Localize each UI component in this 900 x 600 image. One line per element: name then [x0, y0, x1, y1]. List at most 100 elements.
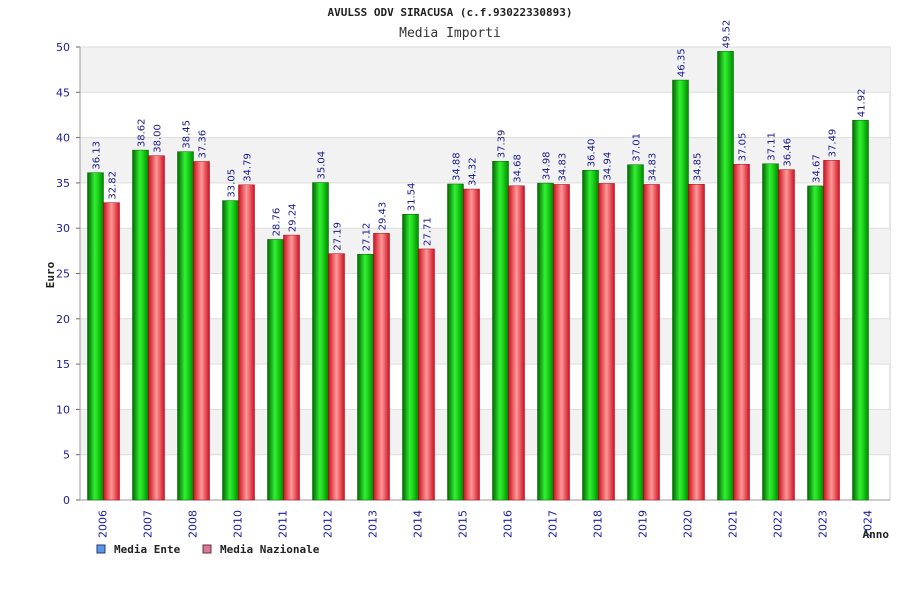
data-label: 34.67 — [812, 154, 823, 183]
bar-ente-2018 — [582, 169, 599, 501]
bar-nazionale-2008 — [193, 161, 210, 501]
bar-ente-2021 — [717, 51, 734, 501]
bar-nazionale-2023 — [823, 160, 840, 501]
bar-nazionale-2006 — [103, 202, 120, 501]
bars — [87, 51, 869, 501]
data-label: 34.83 — [558, 153, 569, 182]
bar-nazionale-2022 — [778, 169, 795, 501]
bar-nazionale-2016 — [508, 185, 525, 501]
grid-band — [80, 409, 890, 455]
x-tick-label: 2008 — [187, 510, 200, 538]
data-label: 33.05 — [227, 169, 238, 198]
data-label: 28.76 — [272, 208, 283, 237]
x-tick-label: 2007 — [142, 510, 155, 538]
data-label: 36.13 — [92, 141, 103, 170]
y-tick-label: 35 — [56, 177, 70, 190]
x-tick-label: 2014 — [412, 510, 425, 538]
grid-band — [80, 137, 890, 183]
y-tick-label: 45 — [56, 86, 70, 99]
grid-lines — [76, 46, 890, 501]
data-label: 35.04 — [317, 151, 328, 180]
x-tick-label: 2017 — [547, 510, 560, 538]
data-label: 34.94 — [603, 152, 614, 181]
bar-ente-2007 — [132, 149, 149, 501]
legend-label-media-ente: Media Ente — [114, 543, 181, 556]
bar-ente-2024 — [852, 119, 869, 501]
bar-ente-2008 — [177, 151, 194, 501]
y-tick-label: 50 — [56, 41, 70, 54]
y-tick-label: 40 — [56, 132, 70, 145]
data-label: 41.92 — [857, 89, 868, 118]
legend: Media Ente Media Nazionale — [96, 543, 320, 556]
bar-ente-2012 — [312, 182, 329, 501]
bar-nazionale-2011 — [283, 234, 300, 501]
data-label: 37.39 — [497, 130, 508, 159]
data-label: 38.00 — [153, 124, 164, 153]
y-tick-label: 5 — [63, 449, 70, 462]
grid-band — [80, 47, 890, 93]
data-label: 37.11 — [767, 132, 778, 161]
data-label: 36.40 — [587, 139, 598, 168]
x-tick-label: 2019 — [637, 510, 650, 538]
y-tick-label: 10 — [56, 403, 70, 416]
y-axis-ticks: 0 5 10 15 20 25 30 35 40 45 50 — [56, 41, 70, 507]
bar-ente-2019 — [627, 164, 644, 501]
x-tick-label: 2022 — [772, 510, 785, 538]
y-tick-label: 0 — [63, 494, 70, 507]
bar-ente-2010 — [222, 200, 239, 501]
x-tick-label: 2015 — [457, 510, 470, 538]
x-tick-label: 2016 — [502, 510, 515, 538]
data-label: 34.98 — [542, 151, 553, 180]
data-label: 36.46 — [783, 138, 794, 167]
data-label: 37.05 — [738, 133, 749, 162]
data-label: 49.52 — [722, 20, 733, 49]
x-tick-label: 2010 — [232, 510, 245, 538]
data-label: 27.71 — [423, 217, 434, 246]
x-tick-label: 2024 — [862, 510, 875, 538]
bar-ente-2020 — [672, 79, 689, 501]
data-label: 34.79 — [243, 153, 254, 182]
y-tick-label: 20 — [56, 313, 70, 326]
data-label: 34.88 — [452, 152, 463, 181]
data-label: 34.68 — [513, 154, 524, 183]
bar-ente-2015 — [447, 183, 464, 501]
bar-ente-2017 — [537, 182, 554, 501]
bar-ente-2011 — [267, 239, 284, 501]
bar-nazionale-2007 — [148, 155, 165, 501]
data-label: 27.12 — [362, 223, 373, 252]
x-axis-label: Anno — [863, 528, 890, 541]
legend-label-media-nazionale: Media Nazionale — [220, 543, 320, 556]
x-tick-label: 2018 — [592, 510, 605, 538]
bar-nazionale-2018 — [598, 183, 615, 501]
data-label: 29.24 — [288, 203, 299, 232]
y-tick-label: 25 — [56, 268, 70, 281]
legend-swatch-media-nazionale — [202, 544, 212, 554]
data-label: 34.85 — [693, 153, 704, 182]
bar-nazionale-2017 — [553, 184, 570, 501]
x-tick-label: 2011 — [277, 510, 290, 538]
bar-nazionale-2019 — [643, 184, 660, 501]
x-tick-label: 2006 — [97, 510, 110, 538]
data-label: 34.83 — [648, 153, 659, 182]
bar-nazionale-2013 — [373, 233, 390, 501]
bar-ente-2022 — [762, 163, 779, 501]
data-label: 46.35 — [677, 48, 688, 77]
data-label: 27.19 — [333, 222, 344, 251]
x-tick-label: 2013 — [367, 510, 380, 538]
bar-nazionale-2015 — [463, 188, 480, 501]
data-label: 34.32 — [468, 157, 479, 186]
bar-nazionale-2020 — [688, 184, 705, 501]
legend-swatch-media-ente — [96, 544, 106, 554]
x-tick-label: 2012 — [322, 510, 335, 538]
x-tick-label: 2023 — [817, 510, 830, 538]
x-tick-label: 2021 — [727, 510, 740, 538]
data-label: 32.82 — [108, 171, 119, 200]
data-label: 38.45 — [182, 120, 193, 149]
bar-ente-2006 — [87, 172, 104, 501]
grid-band — [80, 318, 890, 365]
data-labels: 36.13 32.82 38.62 38.00 38.45 37.36 33.05 34.79… — [92, 20, 868, 252]
bar-nazionale-2014 — [418, 248, 435, 501]
data-label: 31.54 — [407, 183, 418, 212]
y-tick-label: 30 — [56, 222, 70, 235]
